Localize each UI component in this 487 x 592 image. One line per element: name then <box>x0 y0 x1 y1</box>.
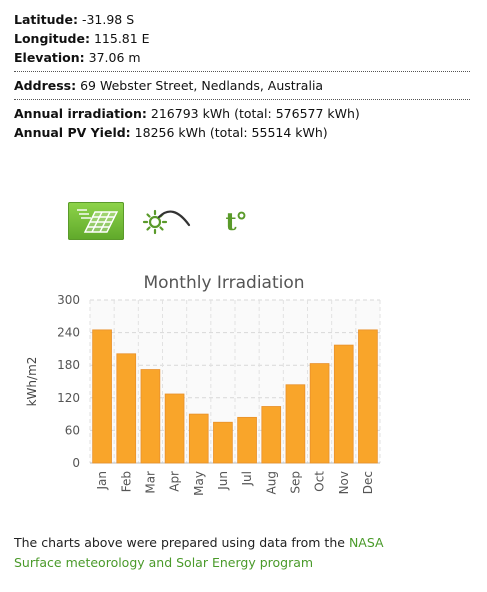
bar-dec <box>358 329 378 464</box>
x-tick-label: Dec <box>361 471 375 494</box>
irradiation-value: 216793 kWh (total: 576577 kWh) <box>150 106 360 121</box>
y-tick-label: 300 <box>57 293 80 307</box>
chart-svg: Monthly Irradiation kWh/m2 0 60 120 180 240 3… <box>25 273 381 496</box>
chart-bars <box>92 329 378 464</box>
sun-path-icon <box>142 209 191 235</box>
bar-mar <box>140 369 161 464</box>
pv-yield-value: 18256 kWh (total: 55514 kWh) <box>134 125 328 140</box>
bar-jul <box>237 416 257 464</box>
x-tick-label: Feb <box>119 471 133 492</box>
elevation-row: Elevation: 37.06 m <box>14 48 476 67</box>
bar-nov <box>333 344 354 464</box>
divider <box>14 71 470 72</box>
location-info: Latitude: -31.98 S Longitude: 115.81 E E… <box>14 10 476 142</box>
y-tick-label: 240 <box>57 326 80 340</box>
y-axis-label: kWh/m2 <box>25 357 39 407</box>
x-tick-label: Sep <box>288 471 302 494</box>
y-axis-ticks: 0 60 120 180 240 300 <box>57 293 80 470</box>
elevation-value: 37.06 m <box>88 50 141 65</box>
bar-may <box>188 413 209 464</box>
y-tick-label: 120 <box>57 391 80 405</box>
bar-sep <box>285 384 306 464</box>
longitude-row: Longitude: 115.81 E <box>14 29 476 48</box>
x-tick-label: Jul <box>240 471 254 486</box>
longitude-label: Longitude: <box>14 31 90 46</box>
solar-panel-icon <box>77 209 119 233</box>
nasa-link-part1: NASA <box>348 535 384 550</box>
nasa-link-part2: Surface meteorology and Solar Energy pro… <box>14 555 314 570</box>
bar-oct <box>309 363 330 464</box>
sun-path-tab[interactable] <box>138 202 194 240</box>
x-tick-label: Aug <box>264 471 278 494</box>
temperature-icon: t° <box>225 206 247 236</box>
y-tick-label: 60 <box>65 423 80 437</box>
longitude-value: 115.81 E <box>93 31 150 46</box>
bar-aug <box>261 406 282 464</box>
latitude-label: Latitude: <box>14 12 78 27</box>
x-tick-label: Jan <box>95 471 109 491</box>
bar-apr <box>164 393 185 464</box>
temperature-tab[interactable]: t° <box>208 202 264 240</box>
y-tick-label: 0 <box>72 456 80 470</box>
chart-grid <box>89 299 381 464</box>
x-tick-label: Nov <box>337 471 351 494</box>
data-source-note: The charts above were prepared using dat… <box>14 533 476 573</box>
y-tick-label: 180 <box>57 358 80 372</box>
elevation-label: Elevation: <box>14 50 85 65</box>
irradiation-label: Annual irradiation: <box>14 106 147 121</box>
irradiation-row: Annual irradiation: 216793 kWh (total: 5… <box>14 104 476 123</box>
address-value: 69 Webster Street, Nedlands, Australia <box>80 78 324 93</box>
footer-text: The charts above were prepared using dat… <box>14 535 345 550</box>
latitude-value: -31.98 S <box>81 12 135 27</box>
x-tick-label: Apr <box>168 471 182 492</box>
bar-jan <box>92 329 112 464</box>
x-tick-label: Jun <box>216 471 230 491</box>
pv-yield-row: Annual PV Yield: 18256 kWh (total: 55514… <box>14 123 476 142</box>
pv-yield-label: Annual PV Yield: <box>14 125 131 140</box>
bar-jun <box>213 421 233 464</box>
nasa-link[interactable]: NASA Surface meteorology and Solar Energ… <box>14 535 384 570</box>
chart-title: Monthly Irradiation <box>143 273 304 293</box>
address-label: Address: <box>14 78 77 93</box>
chart-tabs: t° <box>68 202 264 240</box>
x-tick-label: Mar <box>143 471 157 494</box>
divider <box>14 99 470 100</box>
address-row: Address: 69 Webster Street, Nedlands, Au… <box>14 76 476 95</box>
latitude-row: Latitude: -31.98 S <box>14 10 476 29</box>
irradiation-tab[interactable] <box>68 202 124 240</box>
x-tick-label: Oct <box>313 471 327 492</box>
x-tick-label: May <box>192 471 206 496</box>
monthly-irradiation-chart: Monthly Irradiation kWh/m2 0 60 120 180 240 3… <box>8 264 388 522</box>
bar-feb <box>116 353 137 464</box>
x-axis-ticks: Jan Feb Mar Apr May Jun Jul Aug Sep Oct Nov Dec <box>95 471 375 496</box>
